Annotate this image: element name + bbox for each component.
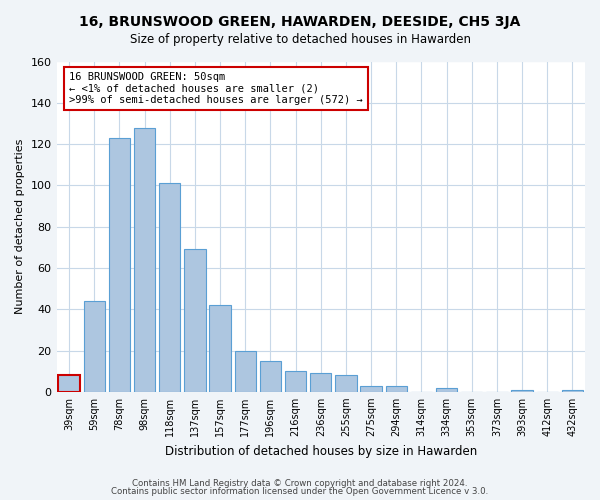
- Bar: [109, 138, 130, 392]
- Bar: [310, 373, 331, 392]
- Bar: [436, 388, 457, 392]
- Bar: [361, 386, 382, 392]
- Bar: [260, 361, 281, 392]
- X-axis label: Distribution of detached houses by size in Hawarden: Distribution of detached houses by size …: [164, 444, 477, 458]
- Bar: [83, 301, 105, 392]
- Bar: [335, 376, 356, 392]
- Bar: [235, 350, 256, 392]
- Text: 16, BRUNSWOOD GREEN, HAWARDEN, DEESIDE, CH5 3JA: 16, BRUNSWOOD GREEN, HAWARDEN, DEESIDE, …: [79, 15, 521, 29]
- Text: 16 BRUNSWOOD GREEN: 50sqm
← <1% of detached houses are smaller (2)
>99% of semi-: 16 BRUNSWOOD GREEN: 50sqm ← <1% of detac…: [69, 72, 363, 105]
- Text: Size of property relative to detached houses in Hawarden: Size of property relative to detached ho…: [130, 32, 470, 46]
- Text: Contains HM Land Registry data © Crown copyright and database right 2024.: Contains HM Land Registry data © Crown c…: [132, 478, 468, 488]
- Bar: [285, 371, 307, 392]
- Bar: [562, 390, 583, 392]
- Text: Contains public sector information licensed under the Open Government Licence v : Contains public sector information licen…: [112, 487, 488, 496]
- Bar: [159, 184, 181, 392]
- Bar: [386, 386, 407, 392]
- Bar: [184, 250, 206, 392]
- Bar: [58, 376, 80, 392]
- Bar: [209, 305, 231, 392]
- Bar: [134, 128, 155, 392]
- Y-axis label: Number of detached properties: Number of detached properties: [15, 139, 25, 314]
- Bar: [511, 390, 533, 392]
